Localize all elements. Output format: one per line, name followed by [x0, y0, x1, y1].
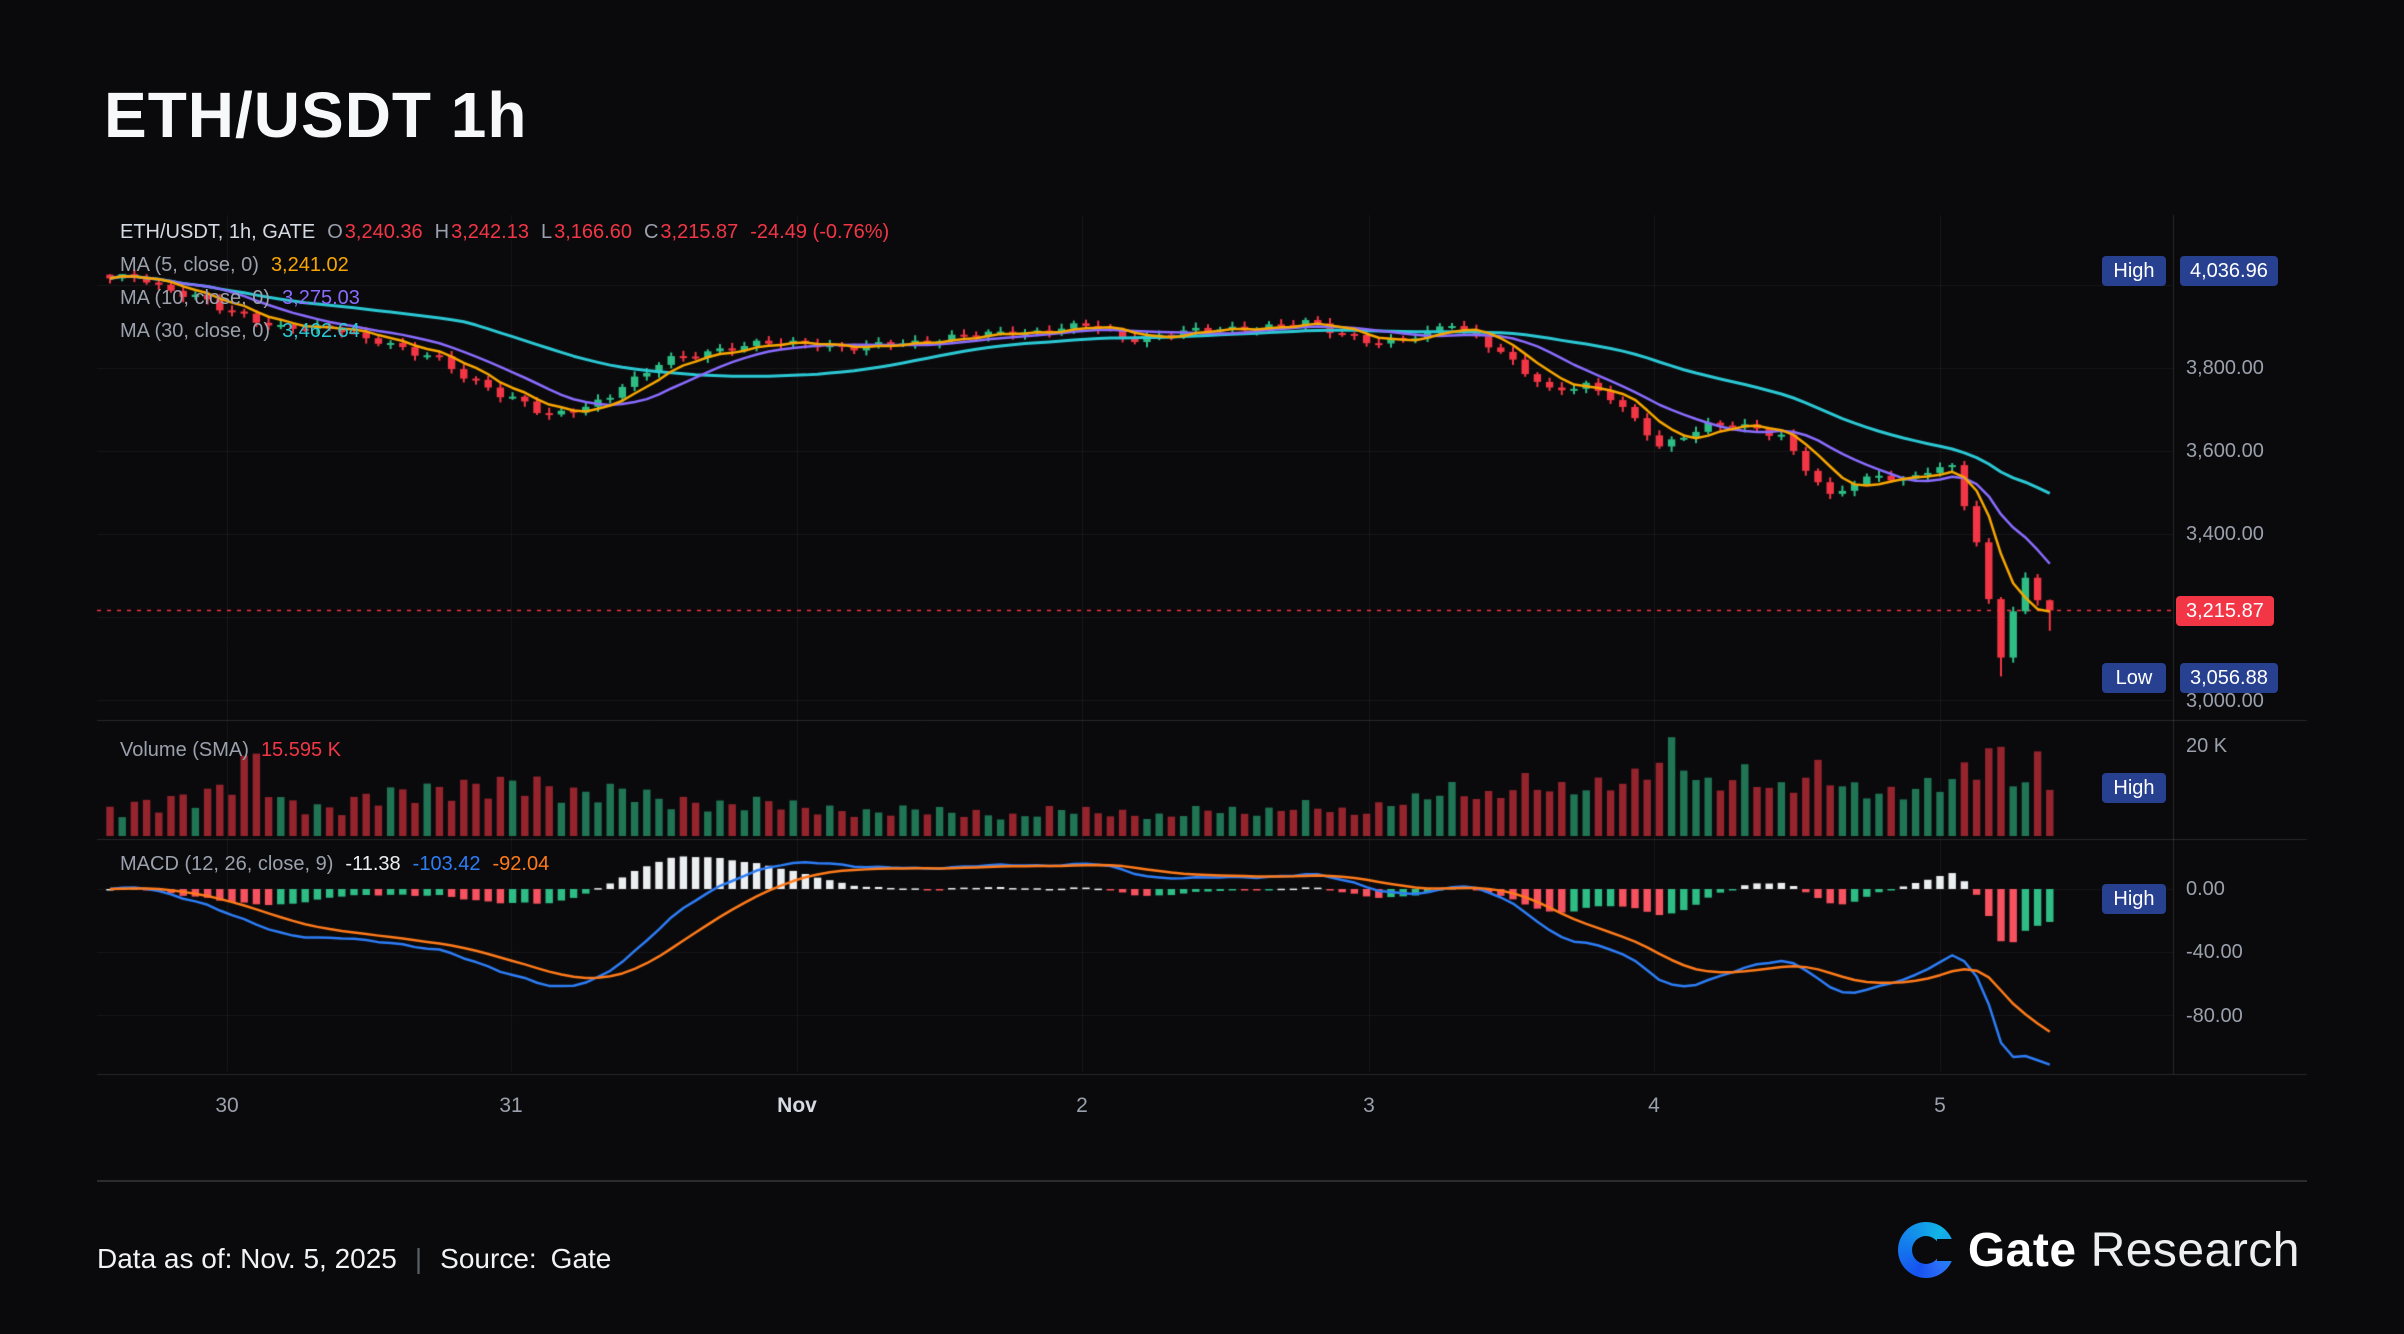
data-as-of-label: Data as of: Nov. 5, 2025: [97, 1243, 397, 1274]
price-low-marker: Low 3,056.88: [2102, 663, 2278, 693]
macd-signal-value: -92.04: [492, 853, 550, 875]
x-label-4: 4: [1648, 1094, 1660, 1117]
ma10-row: MA (10, close, 0) 3,275.03: [120, 287, 360, 309]
low-badge: Low: [2102, 663, 2166, 693]
footer: Data as of: Nov. 5, 2025 | Source: Gate: [97, 1243, 611, 1275]
open-value: O 3,240.36: [327, 221, 423, 243]
price-tick-3000: 3,000.00: [2186, 690, 2264, 712]
footer-divider-line: [97, 1180, 2307, 1182]
ma5-value: 3,241.02: [270, 254, 349, 276]
symbol-label: ETH/USDT, 1h, GATE: [120, 221, 316, 243]
high-badge: High: [2102, 256, 2166, 286]
price-legend: ETH/USDT, 1h, GATE O 3,240.36 H 3,242.13 L…: [120, 220, 889, 352]
volume-tick-20k: 20 K: [2186, 735, 2228, 757]
x-label-30: 30: [215, 1094, 239, 1117]
x-label-5: 5: [1934, 1094, 1946, 1117]
price-tick-3600: 3,600.00: [2186, 440, 2264, 462]
price-high-marker: High 4,036.96: [2102, 256, 2278, 286]
high-price-badge: 4,036.96: [2180, 256, 2278, 286]
brand-name: Gate: [1967, 1223, 2077, 1277]
volume-legend: Volume (SMA) 15.595 K: [120, 739, 342, 761]
macd-tick-80: -80.00: [2186, 1005, 2243, 1027]
gate-logo-icon: [1897, 1222, 1957, 1278]
ma5-row: MA (5, close, 0) 3,241.02: [120, 254, 349, 276]
macd-tick-0: 0.00: [2186, 878, 2225, 900]
macd-line-value: -103.42: [412, 853, 481, 875]
price-tick-3800: 3,800.00: [2186, 357, 2264, 379]
last-price-badge: 3,215.87: [2176, 596, 2274, 626]
macd-high-badge: High: [2102, 884, 2166, 914]
page-title: ETH/USDT 1h: [104, 79, 528, 151]
source-value: Gate: [550, 1243, 612, 1274]
source-label: Source:: [440, 1243, 537, 1274]
volume-sma-value: 15.595 K: [260, 739, 342, 761]
ma30-value: 3,462.64: [282, 320, 360, 342]
low-price-badge: 3,056.88: [2180, 663, 2278, 693]
footer-separator: |: [414, 1243, 423, 1274]
brand-suffix: Research: [2090, 1223, 2300, 1277]
macd-hist-value: -11.38: [345, 853, 401, 875]
macd-tick-40: -40.00: [2186, 941, 2243, 963]
x-label-3: 3: [1363, 1094, 1375, 1117]
ma10-value: 3,275.03: [282, 287, 360, 309]
macd-legend: MACD (12, 26, close, 9) -11.38 -103.42 -…: [120, 853, 550, 875]
low-value: L 3,166.60: [540, 221, 632, 243]
price-tick-3400: 3,400.00: [2186, 523, 2264, 545]
change-value: -24.49 (-0.76%): [750, 221, 890, 243]
x-label-nov: Nov: [777, 1094, 817, 1117]
gate-research-logo: Gate Research: [1897, 1222, 2300, 1278]
ma30-row: MA (30, close, 0) 3,462.64: [120, 320, 360, 342]
close-value: C 3,215.87: [643, 221, 739, 243]
high-value: H 3,242.13: [434, 221, 529, 243]
x-label-31: 31: [499, 1094, 523, 1117]
ohlc-row: ETH/USDT, 1h, GATE O 3,240.36 H 3,242.13 L…: [120, 220, 889, 253]
volume-high-badge: High: [2102, 773, 2166, 803]
x-label-2: 2: [1076, 1094, 1088, 1117]
